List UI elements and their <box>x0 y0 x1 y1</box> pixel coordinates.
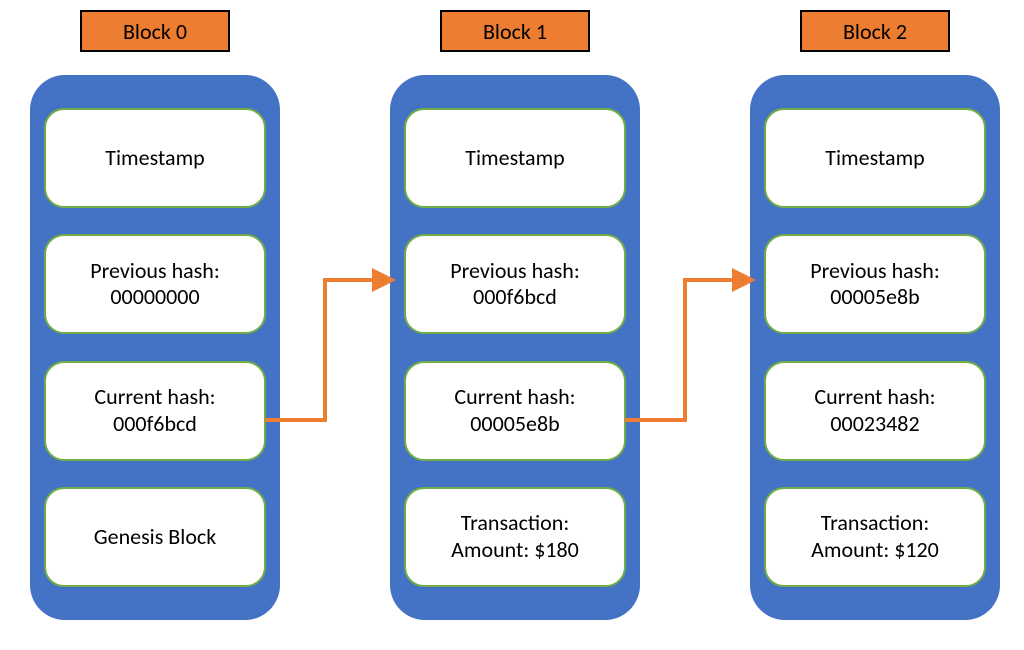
block0-prevhash-l2: 00000000 <box>110 284 199 310</box>
arrow-0-to-1 <box>265 280 388 420</box>
block-header-0: Block 0 <box>80 10 230 52</box>
block1-prevhash-l1: Previous hash: <box>450 258 579 284</box>
block2-prevhash: Previous hash: 00005e8b <box>764 234 986 334</box>
block1-currhash-l1: Current hash: <box>454 384 575 410</box>
block-container-0: Timestamp Previous hash: 00000000 Curren… <box>30 75 280 620</box>
block1-transaction: Transaction: Amount: $180 <box>404 487 626 587</box>
block1-prevhash-l2: 000f6bcd <box>473 284 557 310</box>
block-header-1: Block 1 <box>440 10 590 52</box>
block1-timestamp-l1: Timestamp <box>465 145 564 171</box>
block2-transaction-l1: Transaction: <box>821 510 929 536</box>
block2-currhash-l1: Current hash: <box>814 384 935 410</box>
block-header-2: Block 2 <box>800 10 950 52</box>
block2-currhash: Current hash: 00023482 <box>764 361 986 461</box>
block0-transaction: Genesis Block <box>44 487 266 587</box>
block1-timestamp: Timestamp <box>404 108 626 208</box>
block2-timestamp: Timestamp <box>764 108 986 208</box>
block1-currhash: Current hash: 00005e8b <box>404 361 626 461</box>
block2-prevhash-l2: 00005e8b <box>830 284 919 310</box>
block0-prevhash-l1: Previous hash: <box>90 258 219 284</box>
block2-transaction: Transaction: Amount: $120 <box>764 487 986 587</box>
block-header-2-label: Block 2 <box>843 18 907 45</box>
block2-prevhash-l1: Previous hash: <box>810 258 939 284</box>
block1-transaction-l1: Transaction: <box>461 510 569 536</box>
block-container-1: Timestamp Previous hash: 000f6bcd Curren… <box>390 75 640 620</box>
block1-transaction-l2: Amount: $180 <box>451 537 579 563</box>
block2-currhash-l2: 00023482 <box>830 411 919 437</box>
arrow-1-to-2 <box>625 280 748 420</box>
block1-currhash-l2: 00005e8b <box>470 411 559 437</box>
block1-prevhash: Previous hash: 000f6bcd <box>404 234 626 334</box>
block0-transaction-l1: Genesis Block <box>94 524 216 550</box>
block0-timestamp-l1: Timestamp <box>105 145 204 171</box>
block-header-0-label: Block 0 <box>123 18 187 45</box>
block0-currhash-l2: 000f6bcd <box>113 411 197 437</box>
block-header-1-label: Block 1 <box>483 18 547 45</box>
block2-transaction-l2: Amount: $120 <box>811 537 939 563</box>
block-container-2: Timestamp Previous hash: 00005e8b Curren… <box>750 75 1000 620</box>
block0-prevhash: Previous hash: 00000000 <box>44 234 266 334</box>
block0-currhash-l1: Current hash: <box>94 384 215 410</box>
block2-timestamp-l1: Timestamp <box>825 145 924 171</box>
block0-currhash: Current hash: 000f6bcd <box>44 361 266 461</box>
block0-timestamp: Timestamp <box>44 108 266 208</box>
